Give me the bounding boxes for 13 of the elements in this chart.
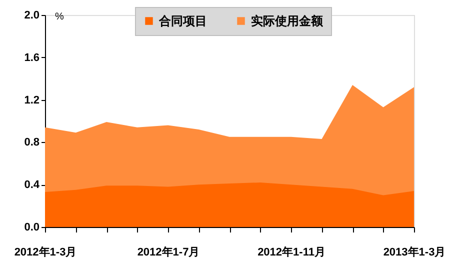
x-tick-label: 2012年1-7月 bbox=[137, 246, 200, 258]
legend-label: 实际使用金额 bbox=[251, 14, 324, 28]
x-tick-label: 2012年1-3月 bbox=[14, 246, 77, 258]
y-tick-label: 0.4 bbox=[24, 179, 40, 192]
y-tick-label: 0.8 bbox=[24, 136, 40, 149]
y-tick-label: 1.2 bbox=[24, 94, 40, 106]
x-tick-label: 2012年1-11月 bbox=[258, 246, 326, 258]
y-axis-title: % bbox=[55, 12, 64, 22]
legend-label: 合同项目 bbox=[158, 14, 207, 28]
x-tick-label: 2013年1-3月 bbox=[383, 246, 446, 258]
y-tick-label: 0.0 bbox=[24, 222, 40, 234]
y-tick-label: 2.0 bbox=[24, 10, 40, 22]
y-tick-label: 1.6 bbox=[24, 52, 40, 64]
